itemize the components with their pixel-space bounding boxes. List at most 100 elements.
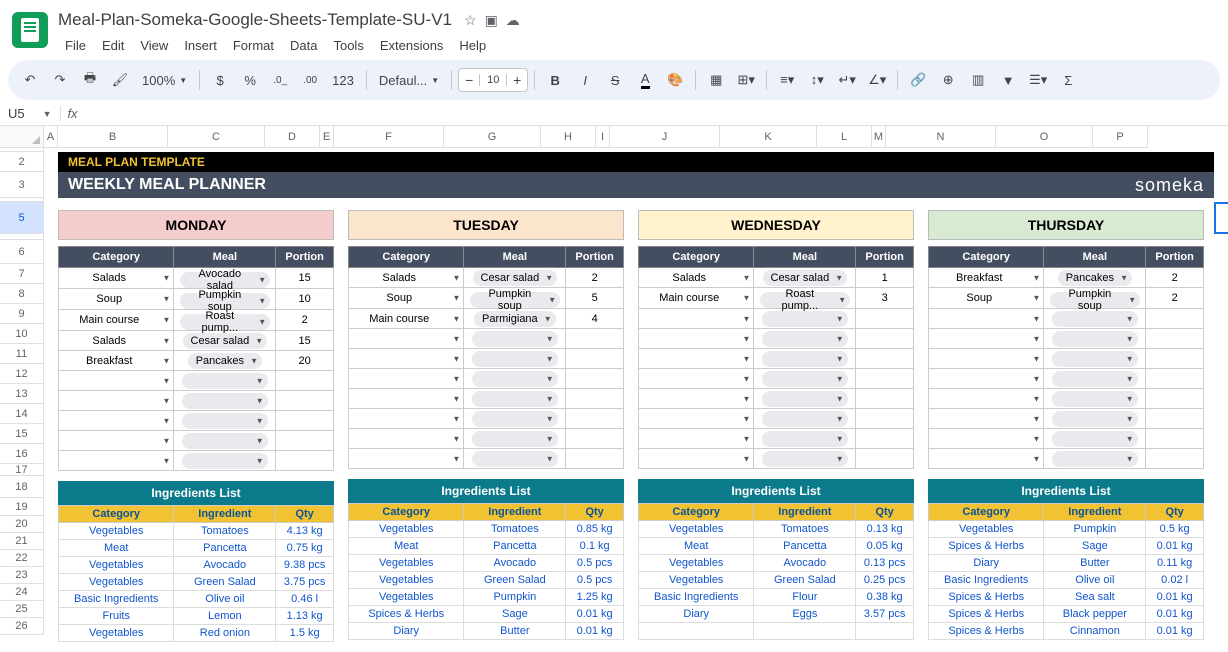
number-format[interactable]: 123 (326, 73, 360, 88)
category-cell[interactable]: Salads▼ (59, 268, 174, 289)
portion-cell[interactable] (276, 371, 334, 391)
dropdown-arrow-icon[interactable]: ▼ (836, 314, 844, 323)
dropdown-arrow-icon[interactable]: ▼ (163, 416, 171, 425)
portion-cell[interactable]: 2 (1146, 288, 1204, 309)
portion-cell[interactable] (856, 449, 914, 469)
meal-cell[interactable]: ▼ (1044, 369, 1146, 389)
meal-cell[interactable]: Pumpkin soup▼ (1044, 288, 1146, 309)
print-icon[interactable]: 🖶 (76, 66, 104, 94)
category-cell[interactable]: Soup▼ (349, 288, 464, 309)
meal-pill-empty[interactable]: ▼ (1052, 431, 1138, 447)
filter-icon[interactable]: ▼ (994, 66, 1022, 94)
italic-icon[interactable]: I (571, 66, 599, 94)
meal-pill-empty[interactable]: ▼ (182, 373, 268, 389)
meal-cell[interactable]: ▼ (754, 329, 856, 349)
dropdown-arrow-icon[interactable]: ▼ (548, 296, 556, 305)
row-header-8[interactable]: 8 (0, 284, 44, 304)
row-header-11[interactable]: 11 (0, 344, 44, 364)
col-header-H[interactable]: H (541, 126, 596, 148)
dropdown-arrow-icon[interactable]: ▼ (1126, 334, 1134, 343)
meal-pill-empty[interactable]: ▼ (762, 351, 848, 367)
dropdown-arrow-icon[interactable]: ▼ (836, 394, 844, 403)
dropdown-arrow-icon[interactable]: ▼ (835, 273, 843, 282)
portion-cell[interactable] (856, 389, 914, 409)
row-header-3[interactable]: 3 (0, 172, 44, 198)
ingredient-row[interactable]: MeatPancetta0.75 kg (59, 540, 334, 557)
meal-cell[interactable]: ▼ (174, 391, 276, 411)
meal-pill-empty[interactable]: ▼ (762, 371, 848, 387)
dropdown-arrow-icon[interactable]: ▼ (163, 356, 171, 365)
meal-cell[interactable]: Roast pump...▼ (174, 310, 276, 331)
category-cell[interactable]: ▼ (639, 429, 754, 449)
ingredient-row[interactable]: Spices & HerbsSea salt0.01 kg (929, 589, 1204, 606)
portion-cell[interactable]: 15 (276, 331, 334, 351)
move-icon[interactable]: ▣ (485, 12, 498, 29)
dropdown-arrow-icon[interactable]: ▼ (256, 396, 264, 405)
portion-cell[interactable] (856, 369, 914, 389)
dropdown-arrow-icon[interactable]: ▼ (546, 354, 554, 363)
col-header-G[interactable]: G (444, 126, 541, 148)
dropdown-arrow-icon[interactable]: ▼ (453, 414, 461, 423)
comment-icon[interactable]: ⊕ (934, 66, 962, 94)
dropdown-arrow-icon[interactable]: ▼ (743, 294, 751, 303)
meal-cell[interactable]: ▼ (464, 429, 566, 449)
meal-pill-empty[interactable]: ▼ (472, 331, 558, 347)
ingredient-row[interactable]: VegetablesTomatoes0.13 kg (639, 521, 914, 538)
dropdown-arrow-icon[interactable]: ▼ (544, 314, 552, 323)
row-header-6[interactable]: 6 (0, 240, 44, 264)
meal-cell[interactable]: ▼ (464, 329, 566, 349)
category-cell[interactable]: ▼ (349, 369, 464, 389)
meal-pill-empty[interactable]: ▼ (182, 433, 268, 449)
meal-pill[interactable]: Cesar salad▼ (183, 333, 268, 349)
dropdown-arrow-icon[interactable]: ▼ (163, 396, 171, 405)
category-cell[interactable]: Breakfast▼ (59, 351, 174, 371)
category-cell[interactable]: ▼ (349, 449, 464, 469)
dropdown-arrow-icon[interactable]: ▼ (1033, 294, 1041, 303)
row-header-19[interactable]: 19 (0, 498, 44, 516)
star-icon[interactable]: ☆ (464, 12, 477, 29)
dropdown-arrow-icon[interactable]: ▼ (1033, 454, 1041, 463)
col-header-M[interactable]: M (872, 126, 886, 148)
category-cell[interactable]: Soup▼ (59, 289, 174, 310)
meal-pill-empty[interactable]: ▼ (762, 331, 848, 347)
category-cell[interactable]: ▼ (639, 369, 754, 389)
menu-edit[interactable]: Edit (95, 34, 131, 57)
category-cell[interactable]: ▼ (929, 449, 1044, 469)
menu-format[interactable]: Format (226, 34, 281, 57)
meal-cell[interactable]: Pumpkin soup▼ (464, 288, 566, 309)
portion-cell[interactable] (566, 389, 624, 409)
meal-pill-empty[interactable]: ▼ (762, 391, 848, 407)
portion-cell[interactable] (1146, 349, 1204, 369)
row-header-22[interactable]: 22 (0, 550, 44, 567)
col-header-I[interactable]: I (596, 126, 610, 148)
meal-cell[interactable]: ▼ (1044, 409, 1146, 429)
portion-cell[interactable] (276, 431, 334, 451)
menu-insert[interactable]: Insert (177, 34, 224, 57)
row-header-21[interactable]: 21 (0, 533, 44, 550)
dropdown-arrow-icon[interactable]: ▼ (743, 454, 751, 463)
dropdown-arrow-icon[interactable]: ▼ (546, 394, 554, 403)
meal-cell[interactable]: Roast pump...▼ (754, 288, 856, 309)
ingredient-row[interactable]: VegetablesTomatoes0.85 kg (349, 521, 624, 538)
ingredient-row[interactable]: FruitsLemon1.13 kg (59, 608, 334, 625)
cells-area[interactable]: MEAL PLAN TEMPLATEWEEKLY MEAL PLANNERsom… (44, 148, 1228, 652)
portion-cell[interactable] (1146, 409, 1204, 429)
dropdown-arrow-icon[interactable]: ▼ (250, 356, 258, 365)
zoom-dropdown[interactable]: 100%▼ (136, 73, 193, 88)
row-header-20[interactable]: 20 (0, 516, 44, 533)
dropdown-arrow-icon[interactable]: ▼ (1126, 314, 1134, 323)
menu-view[interactable]: View (133, 34, 175, 57)
portion-cell[interactable] (276, 451, 334, 471)
row-header-17[interactable]: 17 (0, 464, 44, 476)
meal-cell[interactable]: ▼ (754, 369, 856, 389)
portion-cell[interactable] (1146, 389, 1204, 409)
category-cell[interactable]: ▼ (639, 409, 754, 429)
portion-cell[interactable] (566, 429, 624, 449)
category-cell[interactable]: Salads▼ (59, 331, 174, 351)
dropdown-arrow-icon[interactable]: ▼ (743, 314, 751, 323)
category-cell[interactable]: ▼ (639, 329, 754, 349)
dropdown-arrow-icon[interactable]: ▼ (163, 274, 171, 283)
dropdown-arrow-icon[interactable]: ▼ (1128, 296, 1136, 305)
meal-pill[interactable]: Roast pump...▼ (760, 292, 851, 308)
meal-cell[interactable]: ▼ (754, 449, 856, 469)
